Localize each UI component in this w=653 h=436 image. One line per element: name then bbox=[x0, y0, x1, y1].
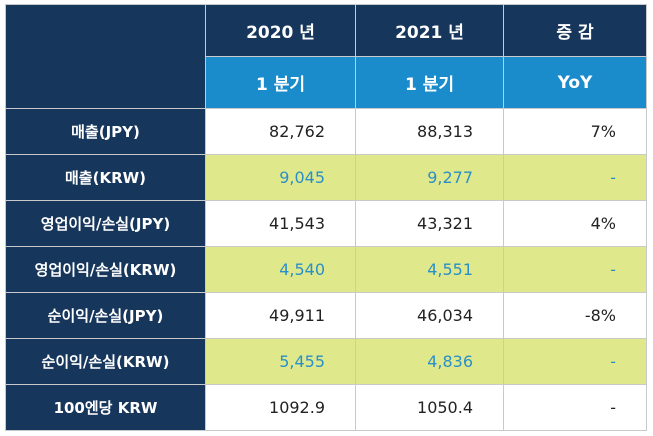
value-cell: 43,321 bbox=[355, 200, 504, 247]
value-cell: 46,034 bbox=[355, 292, 504, 339]
header-cell: 증 감 bbox=[503, 4, 647, 57]
value-cell: - bbox=[503, 246, 647, 293]
value-cell: 49,911 bbox=[205, 292, 356, 339]
header-cell: 1 분기 bbox=[205, 56, 356, 109]
header-cell: 2021 년 bbox=[355, 4, 504, 57]
value-cell: - bbox=[503, 154, 647, 201]
value-cell: 4% bbox=[503, 200, 647, 247]
value-cell: 7% bbox=[503, 108, 647, 155]
body-row: 영업이익/손실(KRW) 4,540 4,551- bbox=[5, 246, 647, 293]
header-cell: 1 분기 bbox=[355, 56, 504, 109]
header-cell: 2020 년 bbox=[205, 4, 356, 57]
body-row: 매출(KRW) 9,045 9,277- bbox=[5, 154, 647, 201]
value-cell: 1050.4 bbox=[355, 384, 504, 431]
body-row: 순이익/손실(KRW) 5,455 4,836- bbox=[5, 338, 647, 385]
value-cell: - bbox=[503, 384, 647, 431]
value-cell: 4,551 bbox=[355, 246, 504, 293]
corner-cell bbox=[5, 4, 206, 109]
row-label: 영업이익/손실(KRW) bbox=[5, 246, 206, 293]
body-row: 100엔당 KRW 1092.9 1050.4- bbox=[5, 384, 647, 431]
body-row: 영업이익/손실(JPY) 41,543 43,321 4% bbox=[5, 200, 647, 247]
row-label: 영업이익/손실(JPY) bbox=[5, 200, 206, 247]
value-cell: 4,836 bbox=[355, 338, 504, 385]
value-cell: 88,313 bbox=[355, 108, 504, 155]
row-label: 매출(KRW) bbox=[5, 154, 206, 201]
row-label: 순이익/손실(KRW) bbox=[5, 338, 206, 385]
value-cell: 9,045 bbox=[205, 154, 356, 201]
row-label: 순이익/손실(JPY) bbox=[5, 292, 206, 339]
value-cell: 82,762 bbox=[205, 108, 356, 155]
body-row: 매출(JPY) 82,762 88,313 7% bbox=[5, 108, 647, 155]
value-cell: 1092.9 bbox=[205, 384, 356, 431]
value-cell: 9,277 bbox=[355, 154, 504, 201]
row-label: 매출(JPY) bbox=[5, 108, 206, 155]
value-cell: 4,540 bbox=[205, 246, 356, 293]
table-body: 매출(JPY) 82,762 88,313 7% 매출(KRW) 9,045 9,277- 영… bbox=[5, 108, 647, 431]
value-cell: 41,543 bbox=[205, 200, 356, 247]
value-cell: -8% bbox=[503, 292, 647, 339]
header-row: 1 분기 1 분기 YoY bbox=[6, 56, 647, 109]
body-row: 순이익/손실(JPY) 49,911 46,034 -8% bbox=[5, 292, 647, 339]
row-label: 100엔당 KRW bbox=[5, 384, 206, 431]
header-cell: YoY bbox=[503, 56, 647, 109]
value-cell: 5,455 bbox=[205, 338, 356, 385]
value-cell: - bbox=[503, 338, 647, 385]
